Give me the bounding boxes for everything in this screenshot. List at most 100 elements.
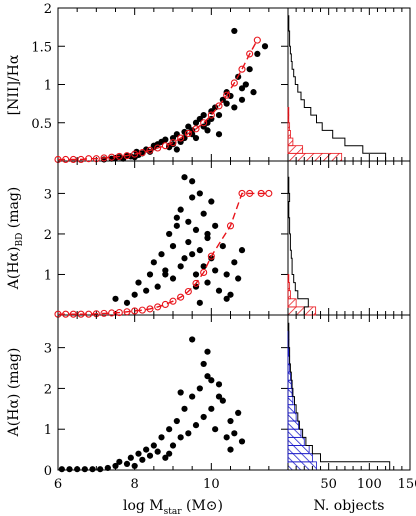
hist-hatched-bar bbox=[287, 114, 290, 124]
data-point bbox=[231, 259, 238, 266]
data-point bbox=[231, 27, 238, 35]
data-point bbox=[89, 466, 96, 473]
data-point bbox=[131, 291, 138, 298]
y-tick-label: 2 bbox=[44, 2, 52, 17]
data-point bbox=[169, 275, 177, 282]
hist-hatched-bar bbox=[287, 412, 297, 422]
data-point bbox=[219, 397, 226, 404]
data-point bbox=[185, 238, 192, 246]
data-point bbox=[185, 218, 192, 225]
data-point bbox=[181, 128, 188, 136]
binned-point bbox=[77, 310, 85, 318]
data-point bbox=[208, 255, 215, 262]
binned-point bbox=[169, 139, 177, 147]
data-point bbox=[208, 198, 215, 205]
data-point bbox=[227, 446, 234, 453]
data-point bbox=[154, 283, 161, 290]
data-point bbox=[139, 456, 146, 463]
data-point bbox=[231, 430, 238, 437]
data-point bbox=[173, 131, 180, 138]
binned-point bbox=[131, 307, 139, 315]
y-tick-label: 1.5 bbox=[31, 40, 52, 55]
data-point bbox=[177, 434, 184, 441]
data-point bbox=[58, 466, 65, 473]
hist-outline bbox=[287, 315, 391, 471]
data-point bbox=[204, 348, 211, 355]
data-point bbox=[231, 104, 238, 111]
data-point bbox=[173, 222, 180, 229]
data-point bbox=[223, 271, 230, 278]
binned-point bbox=[265, 189, 273, 197]
data-point bbox=[200, 263, 207, 270]
xlabel-n-objects: N. objects bbox=[314, 498, 385, 514]
hist-hatched-bar bbox=[287, 428, 302, 438]
y-tick-label: 3 bbox=[44, 342, 52, 357]
data-point bbox=[135, 450, 142, 457]
binned-point bbox=[169, 297, 177, 305]
y-tick-label: 2 bbox=[44, 228, 52, 243]
hist-hatched-bar bbox=[287, 282, 291, 292]
binned-point bbox=[77, 155, 85, 164]
data-point bbox=[196, 299, 203, 306]
binned-point bbox=[207, 111, 215, 119]
data-point bbox=[112, 295, 119, 302]
data-point bbox=[143, 446, 150, 453]
binned-point bbox=[226, 222, 235, 230]
data-point bbox=[200, 210, 207, 217]
data-point bbox=[154, 448, 161, 455]
data-point bbox=[196, 385, 203, 392]
data-point bbox=[212, 426, 219, 433]
data-point bbox=[74, 466, 81, 473]
hist-hatched-bar bbox=[287, 145, 304, 154]
data-point bbox=[135, 279, 142, 286]
data-point bbox=[97, 466, 104, 473]
data-point bbox=[215, 287, 223, 294]
data-point bbox=[219, 96, 226, 103]
hist-aha-bd bbox=[287, 160, 411, 316]
hist-x-tick-label: 100 bbox=[357, 477, 382, 492]
data-point bbox=[192, 422, 200, 429]
hist-hatched-bar bbox=[287, 347, 290, 357]
panel-aha-bd bbox=[57, 160, 289, 316]
hist-x-tick-label: 50 bbox=[320, 477, 337, 492]
data-point bbox=[235, 275, 242, 282]
data-point bbox=[146, 452, 154, 459]
binned-point bbox=[192, 125, 200, 133]
data-point bbox=[238, 247, 246, 254]
data-point bbox=[238, 96, 246, 103]
data-point bbox=[173, 146, 180, 153]
data-point bbox=[169, 243, 177, 250]
data-point bbox=[181, 255, 188, 262]
chart-marks: 0.5 1 1.5 2 1 2 3 0 1 2 3 6 8 10 50 100 150 bbox=[31, 2, 416, 492]
x-tick-label: 6 bbox=[54, 477, 62, 492]
data-point bbox=[131, 462, 138, 470]
data-point bbox=[158, 251, 165, 258]
hist-hatched-bar bbox=[287, 436, 305, 446]
data-point bbox=[200, 360, 207, 368]
y-tick-label: 1 bbox=[44, 79, 52, 94]
binned-point bbox=[146, 146, 154, 154]
data-point bbox=[169, 442, 177, 449]
data-point bbox=[200, 413, 207, 421]
binned-point bbox=[200, 268, 208, 276]
binned-point bbox=[230, 79, 238, 87]
y-tick-label: 3 bbox=[44, 187, 52, 202]
hist-hatched-bar bbox=[287, 137, 294, 147]
hist-hatched-bar bbox=[287, 379, 292, 389]
binned-point bbox=[246, 50, 254, 58]
hist-hatched-bar bbox=[287, 371, 291, 381]
y-tick-label: 1 bbox=[44, 423, 52, 438]
data-point bbox=[177, 263, 184, 270]
y-tick-label: 2 bbox=[44, 382, 52, 397]
data-point bbox=[104, 464, 111, 472]
data-point bbox=[116, 458, 123, 465]
data-point bbox=[238, 85, 246, 92]
data-point bbox=[127, 454, 134, 461]
y-tick-label: 1 bbox=[44, 268, 52, 283]
data-point bbox=[173, 417, 180, 425]
data-point bbox=[261, 43, 269, 50]
hist-hatched-bar bbox=[287, 445, 310, 455]
data-point bbox=[81, 466, 88, 473]
x-tick-label: 10 bbox=[203, 477, 220, 492]
data-point bbox=[227, 417, 234, 425]
